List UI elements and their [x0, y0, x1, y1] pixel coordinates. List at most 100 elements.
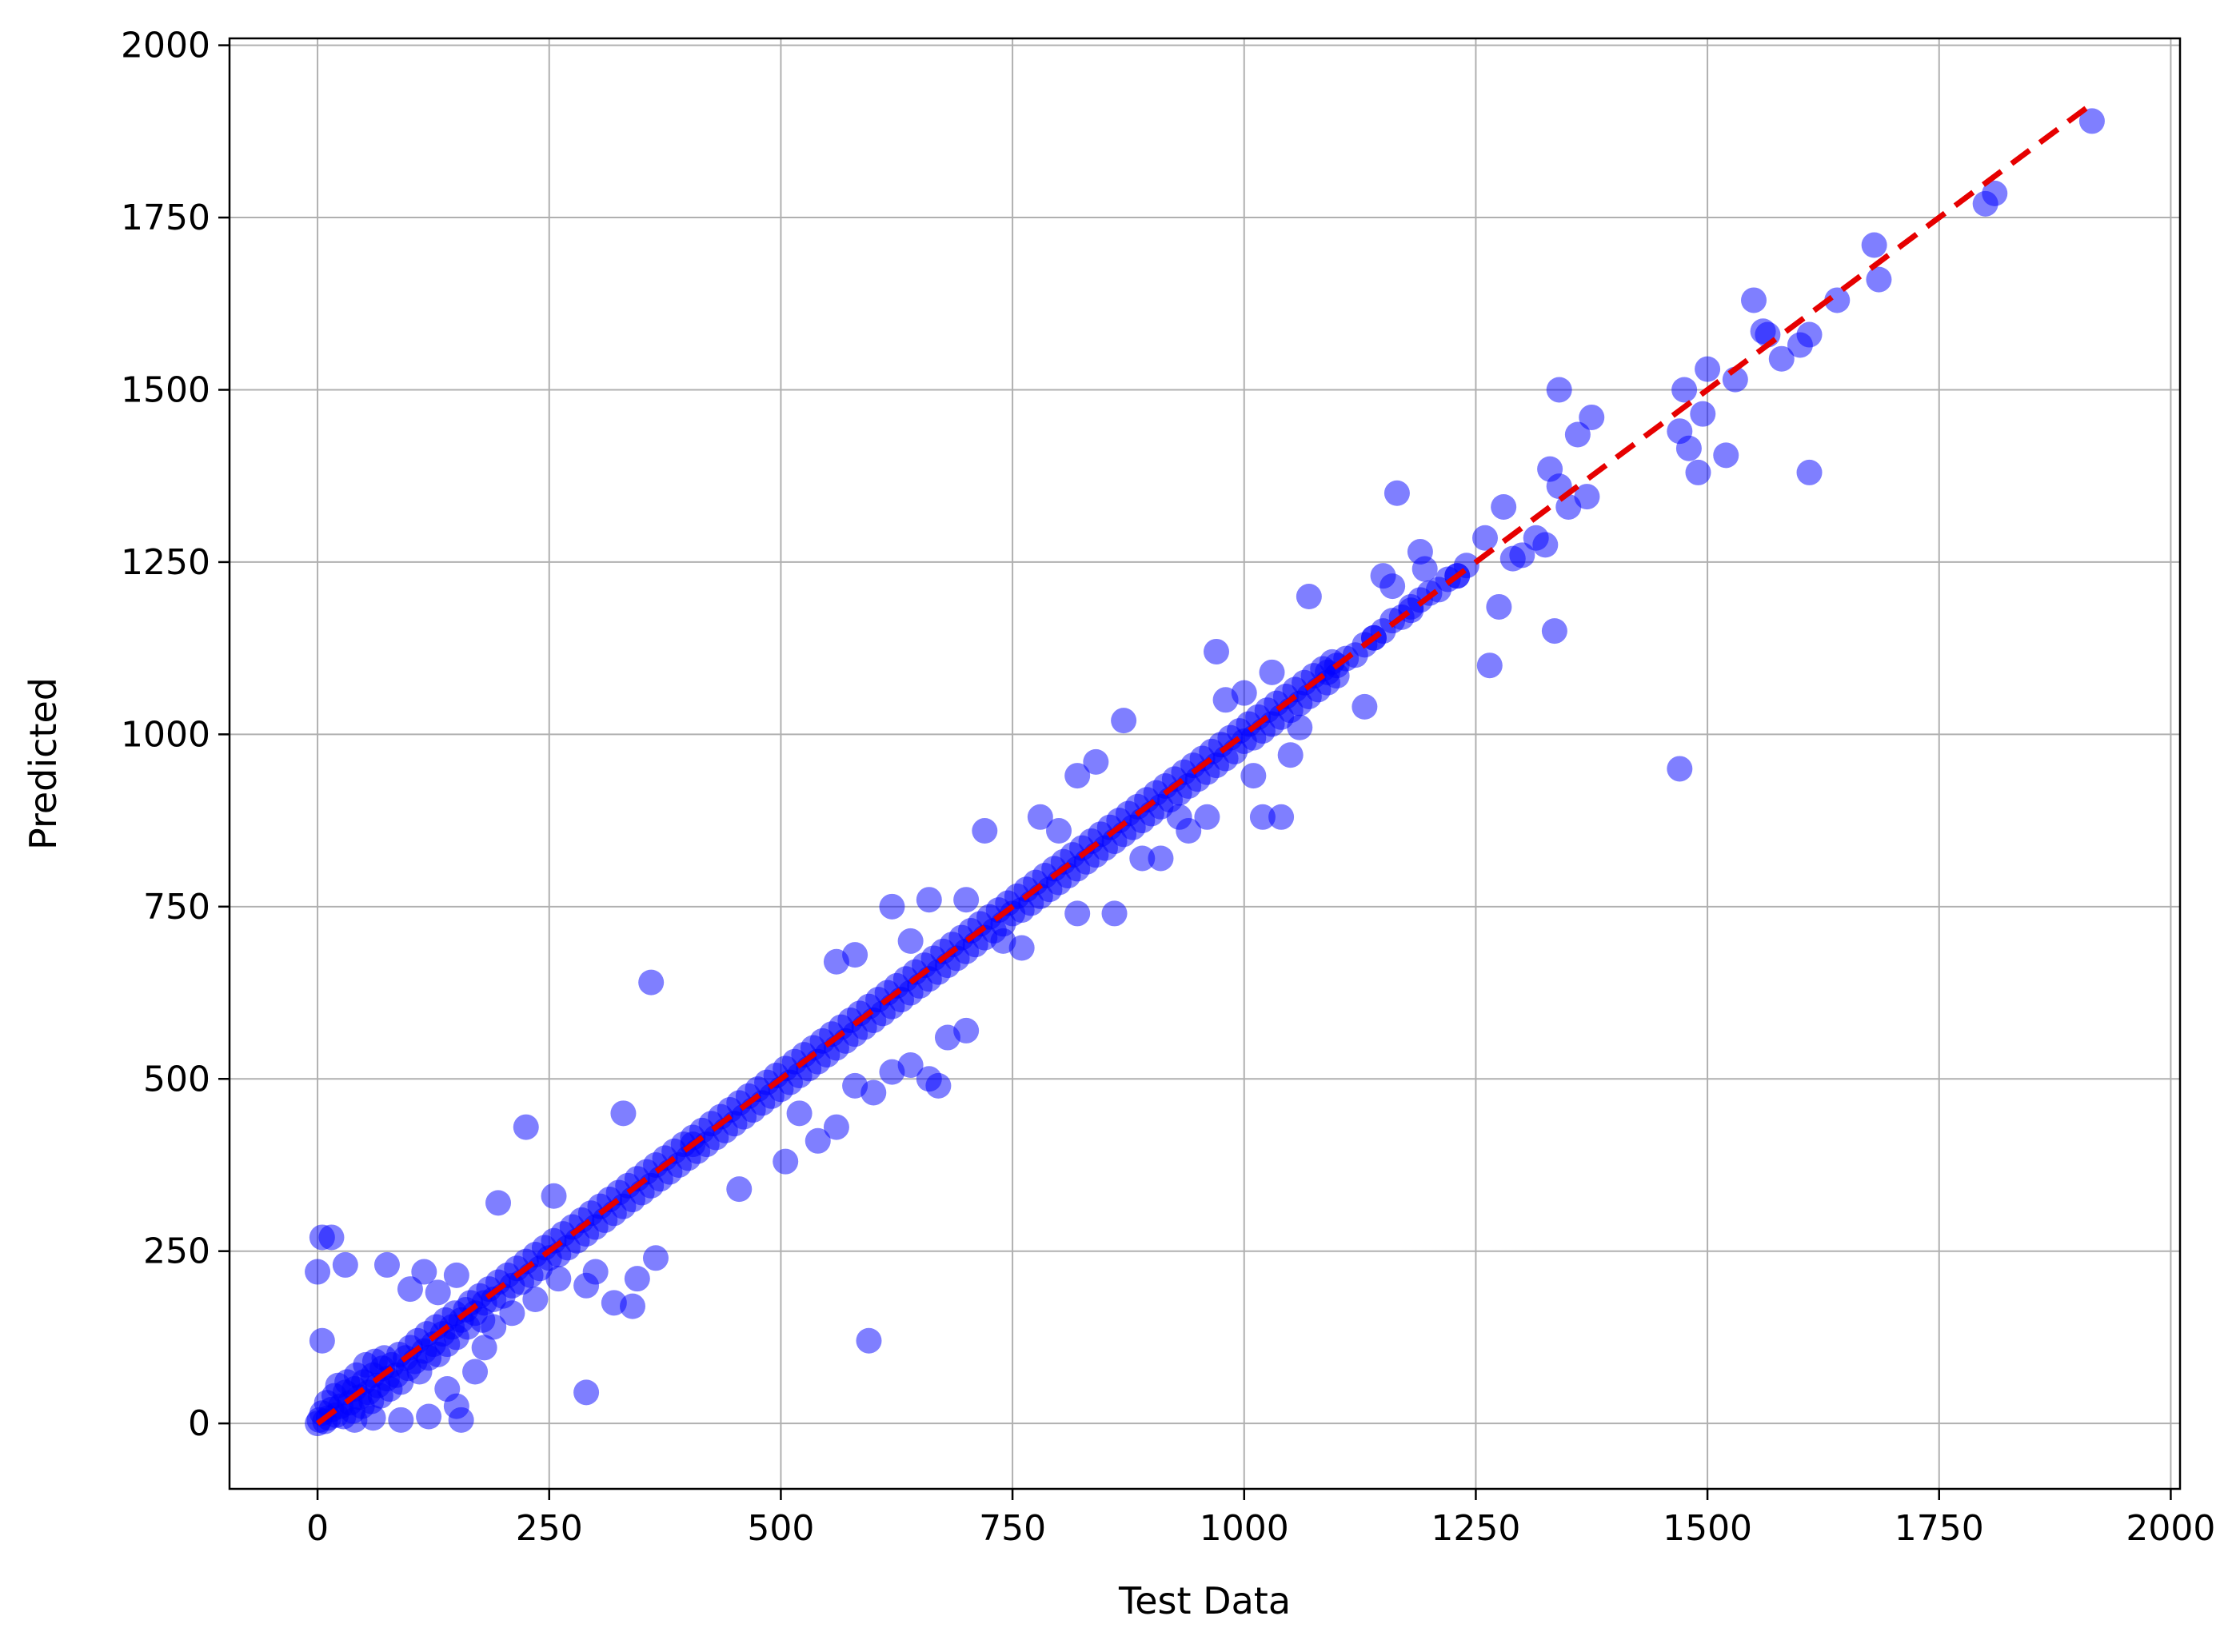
plot-area-frame	[228, 37, 2182, 1490]
scatter-point	[1695, 356, 1721, 382]
scatter-point	[1675, 435, 1702, 461]
scatter-point	[388, 1407, 414, 1433]
scatter-point	[1824, 287, 1851, 313]
y-tick-label: 750	[143, 887, 210, 928]
scatter-point	[1259, 659, 1285, 685]
scatter-point	[786, 1100, 813, 1127]
scatter-point	[1380, 573, 1406, 600]
scatter-point	[1509, 542, 1535, 569]
scatter-point	[1176, 818, 1202, 844]
scatter-point	[545, 1266, 572, 1292]
scatter-point	[1249, 804, 1276, 830]
scatter-point	[823, 1114, 849, 1140]
scatter-point	[1231, 680, 1257, 706]
y-tick-label: 0	[188, 1403, 210, 1444]
y-axis-ticks: 0 250 500 750 1000 1250 1500 1750 2000	[121, 26, 230, 1444]
scatter-point	[1546, 377, 1572, 403]
scatter-point	[1866, 266, 1892, 293]
scatter-point	[620, 1293, 646, 1319]
scatter-point	[1476, 652, 1503, 679]
scatter-point	[309, 1327, 335, 1354]
scatter-point	[360, 1405, 386, 1431]
scatter-point	[1083, 748, 1109, 775]
scatter-point	[1268, 804, 1295, 830]
reference-line	[315, 102, 2094, 1426]
scatter-point	[1064, 900, 1091, 927]
scatter-point	[1384, 480, 1410, 506]
x-axis-label: Test Data	[1118, 1579, 1291, 1622]
scatter-point	[397, 1276, 423, 1303]
scatter-point	[1685, 459, 1711, 485]
scatter-point	[1796, 459, 1823, 485]
x-axis-ticks: 0 250 500 750 1000 1250 1500 1750 2000	[306, 1489, 2215, 1549]
scatter-point	[582, 1259, 609, 1285]
scatter-point	[1796, 321, 1823, 348]
scatter-point	[425, 1279, 451, 1306]
gridlines	[230, 38, 2180, 1489]
scatter-point	[972, 818, 998, 844]
scatter-point	[1101, 900, 1128, 927]
scatter-point	[925, 1072, 952, 1099]
scatter-point	[481, 1314, 507, 1340]
scatter-point	[1579, 404, 1605, 430]
scatter-point	[305, 1259, 331, 1285]
y-tick-label: 250	[143, 1231, 210, 1272]
scatter-point	[726, 1176, 753, 1203]
scatter-point	[1203, 638, 1229, 664]
y-axis-label: Predicted	[22, 677, 65, 850]
x-tick-label: 250	[516, 1508, 583, 1549]
x-tick-label: 750	[979, 1508, 1046, 1549]
scatter-point	[416, 1403, 442, 1430]
scatter-point	[1352, 693, 1378, 720]
scatter-point	[638, 969, 665, 996]
scatter-point	[823, 948, 849, 975]
y-tick-label: 2000	[121, 26, 210, 66]
scatter-point	[1194, 804, 1220, 830]
scatter-point	[448, 1407, 474, 1433]
scatter-point	[1277, 742, 1304, 768]
scatter-point	[1564, 421, 1591, 448]
scatter-point	[573, 1379, 600, 1406]
reference-line-layer	[315, 102, 2094, 1426]
x-tick-label: 500	[747, 1508, 814, 1549]
scatter-point	[856, 1327, 882, 1354]
scatter-point	[373, 1251, 400, 1278]
y-tick-label: 500	[143, 1059, 210, 1099]
y-tick-label: 1250	[121, 542, 210, 583]
scatter-point	[1541, 618, 1567, 644]
scatter-point	[1240, 763, 1267, 789]
x-tick-label: 2000	[2126, 1508, 2215, 1549]
scatter-point	[471, 1335, 497, 1361]
scatter-point	[332, 1251, 358, 1278]
scatter-point	[1046, 818, 1072, 844]
scatter-point	[642, 1245, 669, 1271]
scatter-point	[953, 1017, 980, 1043]
scatter-point	[485, 1190, 512, 1216]
scatter-point	[1486, 593, 1512, 620]
x-tick-label: 1250	[1431, 1508, 1520, 1549]
scatter-point	[1722, 366, 1748, 393]
y-tick-label: 1000	[121, 714, 210, 755]
scatter-point	[1008, 935, 1035, 961]
scatter-point	[1768, 345, 1795, 372]
scatter-point	[341, 1407, 368, 1433]
scatter-point	[1861, 232, 1887, 258]
scatter-point	[2078, 108, 2105, 134]
scatter-point	[1471, 525, 1498, 551]
scatter-point	[318, 1224, 345, 1251]
scatter-point	[1741, 287, 1767, 313]
scatter-point	[499, 1300, 525, 1327]
scatter-point	[1411, 556, 1438, 582]
x-tick-label: 1750	[1895, 1508, 1984, 1549]
scatter-point	[897, 1052, 924, 1079]
scatter-point	[860, 1079, 887, 1106]
scatter-point	[1667, 756, 1693, 782]
scatter-point	[1671, 377, 1698, 403]
y-tick-label: 1500	[121, 369, 210, 410]
x-tick-label: 1000	[1200, 1508, 1289, 1549]
x-tick-label: 0	[306, 1508, 329, 1549]
scatter-point	[1287, 714, 1313, 740]
scatter-point	[773, 1148, 799, 1175]
